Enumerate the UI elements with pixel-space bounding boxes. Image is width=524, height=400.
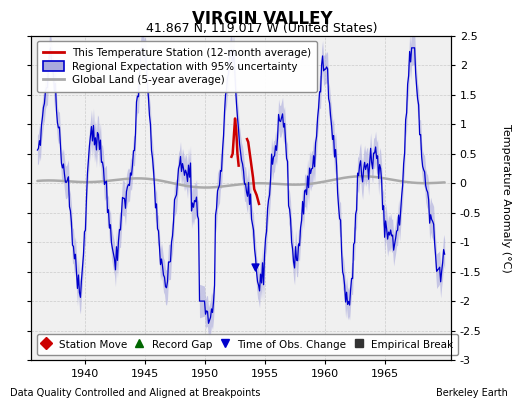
Y-axis label: Temperature Anomaly (°C): Temperature Anomaly (°C) (501, 124, 511, 272)
Text: 41.867 N, 119.017 W (United States): 41.867 N, 119.017 W (United States) (146, 22, 378, 35)
Point (251, 264, 259, 270)
Text: Data Quality Controlled and Aligned at Breakpoints: Data Quality Controlled and Aligned at B… (10, 388, 261, 398)
Text: VIRGIN VALLEY: VIRGIN VALLEY (192, 10, 332, 28)
Legend: Station Move, Record Gap, Time of Obs. Change, Empirical Break: Station Move, Record Gap, Time of Obs. C… (37, 334, 458, 355)
Text: Berkeley Earth: Berkeley Earth (436, 388, 508, 398)
